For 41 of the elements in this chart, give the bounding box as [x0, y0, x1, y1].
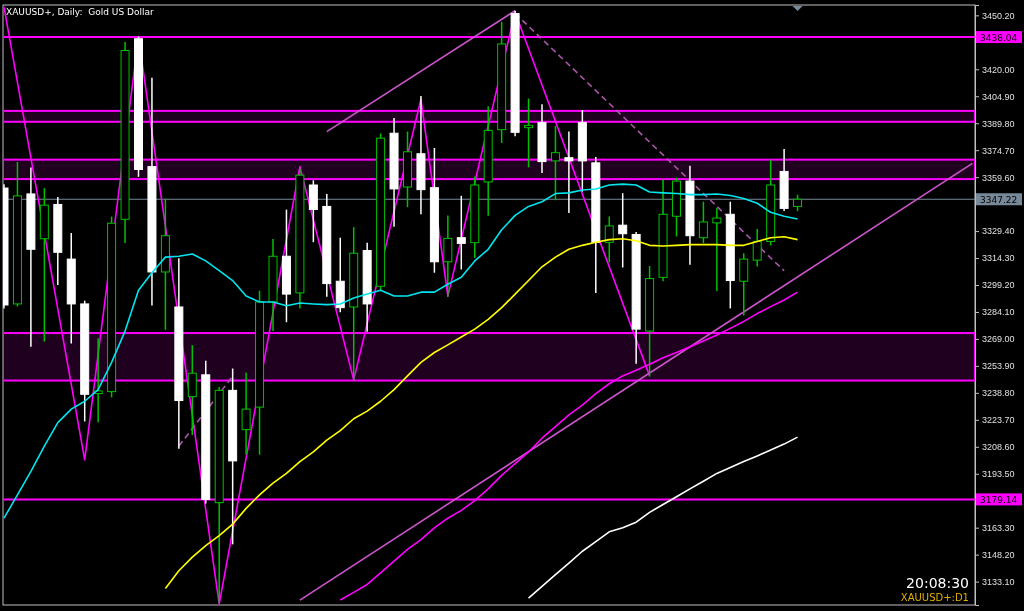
- line-series: [3, 183, 799, 520]
- candlestick: [752, 229, 762, 267]
- candlestick: [739, 253, 749, 316]
- y-tick-label: 3269.00: [982, 334, 1015, 345]
- y-tick-label: 3133.10: [982, 576, 1015, 587]
- y-tick-label: 3193.50: [982, 469, 1015, 480]
- candlestick: [93, 338, 103, 423]
- y-tick-label: 3359.60: [982, 172, 1015, 183]
- chart-title: XAUUSD+, Daily: Gold US Dollar: [6, 7, 154, 17]
- candlestick: [456, 195, 466, 270]
- ref-line-label: 3179.14: [980, 494, 1018, 505]
- ref-line-label: 3438.04: [980, 32, 1018, 43]
- ref-line-label: 3347.22: [980, 194, 1018, 205]
- annotation: XAUUSD+:D1: [900, 592, 969, 603]
- annotation: 20:08:30: [906, 575, 969, 591]
- candlestick: [443, 215, 453, 297]
- y-tick-label: 3450.20: [982, 10, 1015, 21]
- candlestick: [698, 201, 708, 244]
- candlestick: [618, 193, 628, 268]
- y-tick-label: 3404.90: [982, 91, 1015, 102]
- candlestick: [564, 131, 574, 214]
- y-tick-label: 3253.90: [982, 361, 1015, 372]
- candlestick: [187, 345, 197, 436]
- candlestick: [604, 216, 614, 263]
- candlestick: [550, 125, 560, 201]
- y-tick-label: 3314.30: [982, 253, 1015, 264]
- y-tick-label: 3163.30: [982, 523, 1015, 534]
- y-tick-label: 3284.10: [982, 307, 1015, 318]
- y-tick-label: 3223.70: [982, 415, 1015, 426]
- y-tick-label: 3420.00: [982, 64, 1015, 75]
- y-tick-label: 3299.20: [982, 280, 1015, 291]
- y-tick-label: 3389.80: [982, 118, 1015, 129]
- y-tick-label: 3208.60: [982, 442, 1015, 453]
- line-series: [527, 436, 799, 599]
- candlestick: [241, 372, 251, 455]
- y-tick-label: 3148.20: [982, 550, 1015, 561]
- candlestick: [712, 207, 722, 291]
- candlestick: [524, 98, 534, 168]
- y-tick-label: 3374.70: [982, 145, 1015, 156]
- y-tick-label: 3238.80: [982, 388, 1015, 399]
- y-tick-label: 3329.40: [982, 226, 1015, 237]
